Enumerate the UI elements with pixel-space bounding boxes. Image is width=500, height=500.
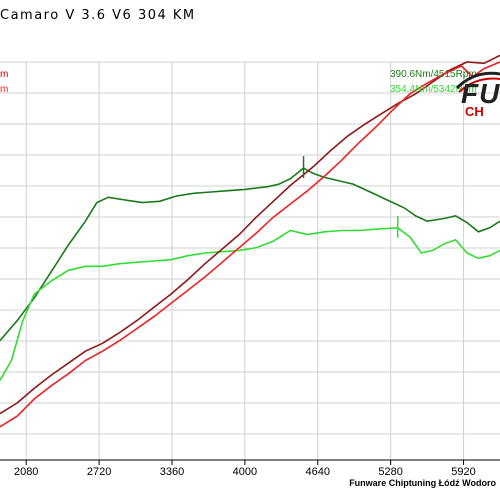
- x-tick-label: 4640: [306, 466, 330, 478]
- x-axis-ticks: 2080 2720 3360 4000 4640 5280 5920: [14, 460, 476, 478]
- series-line-3: [0, 54, 500, 415]
- x-tick-label: 5280: [378, 466, 402, 478]
- legend-fragment-2: m: [0, 84, 9, 95]
- footer-credit: Funware Chiptuning Łódź Wodoro: [349, 478, 496, 488]
- chart-grid: [0, 61, 500, 461]
- logo-text-top: FU: [461, 78, 500, 109]
- chart-title: Camaro V 3.6 V6 304 KM: [0, 8, 196, 23]
- x-tick-label: 2720: [87, 466, 111, 478]
- series-line-4: [0, 61, 500, 428]
- peak-markers: [302, 156, 399, 238]
- chart-series: [0, 54, 500, 428]
- x-tick-label: 5920: [451, 466, 475, 478]
- legend-fragment-1: m: [0, 69, 9, 80]
- funware-logo: FU CH: [455, 68, 500, 128]
- logo-text-bottom: CH: [465, 104, 484, 119]
- series-line-1: [0, 167, 500, 342]
- x-tick-label: 2080: [14, 466, 38, 478]
- logo-swoosh-icon: [455, 71, 500, 93]
- peak-annotation-stock: 354.4Nm/5342Rpm: [390, 84, 477, 95]
- peak-annotation-tuned: 390.6Nm/4515Rpm: [390, 69, 477, 80]
- x-tick-label: 3360: [160, 466, 184, 478]
- x-tick-label: 4000: [233, 466, 257, 478]
- series-line-2: [0, 226, 500, 381]
